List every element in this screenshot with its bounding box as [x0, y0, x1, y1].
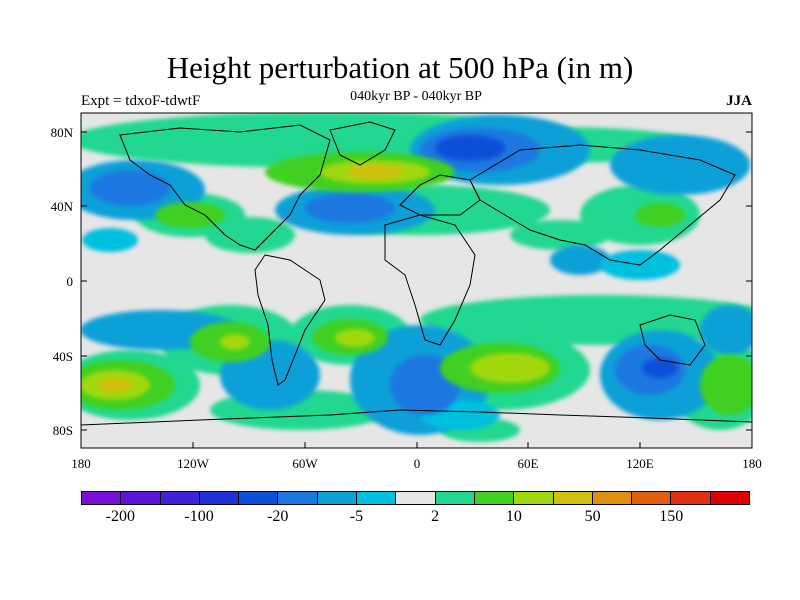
lat-label-40s: 40S: [53, 349, 73, 364]
colorbar-swatch: [357, 492, 397, 504]
colorbar-swatch: [160, 492, 200, 504]
lon-tick-marks: [80, 442, 753, 448]
colorbar-swatch: [317, 492, 358, 504]
lon-label-60e: 60E: [518, 456, 539, 471]
colorbar-swatch: [592, 492, 633, 504]
colorbar-label: -200: [105, 508, 136, 525]
colorbar-label: 2: [431, 508, 440, 525]
colorbar-swatch: [553, 492, 593, 504]
lat-tick-marks: [81, 131, 752, 431]
lat-label-80n: 80N: [51, 125, 74, 140]
colorbar-swatch: [514, 492, 554, 504]
colorbar-swatch: [121, 492, 161, 504]
lat-label-80s: 80S: [53, 423, 73, 438]
lon-label-60w: 60W: [292, 456, 318, 471]
colorbar-swatch: [632, 492, 672, 504]
lon-label-120e: 120E: [626, 456, 654, 471]
colorbar-swatch: [239, 492, 279, 504]
lon-label-180e: 180: [742, 456, 762, 471]
lon-label-180w: 180: [71, 456, 91, 471]
colorbar-label: 50: [584, 508, 601, 525]
map-title: Height perturbation at 500 hPa (in m): [166, 50, 634, 85]
colorbar-swatch: [278, 492, 318, 504]
colorbar: [81, 491, 750, 505]
colorbar-label: -5: [349, 508, 364, 525]
colorbar-swatch: [671, 492, 711, 504]
colorbar-label: -20: [267, 508, 289, 525]
season-label: JJA: [726, 93, 752, 109]
colorbar-label: 150: [659, 508, 684, 525]
colorbar-swatch: [435, 492, 475, 504]
colorbar-label: 10: [505, 508, 522, 525]
colorbar-swatch: [199, 492, 240, 504]
colorbar-swatch: [710, 492, 750, 504]
colorbar-label: -100: [184, 508, 214, 525]
colorbar-swatch: [474, 492, 515, 504]
contour-field: [81, 113, 752, 448]
experiment-label: Expt = tdxoF-tdwtF: [81, 93, 201, 109]
colorbar-swatch: [396, 492, 436, 504]
map-subtitle: 040kyr BP - 040kyr BP: [350, 89, 482, 104]
lon-label-0: 0: [414, 456, 421, 471]
coastlines: [81, 121, 752, 426]
lon-label-120w: 120W: [177, 456, 210, 471]
lat-label-40n: 40N: [51, 199, 74, 214]
lat-label-0: 0: [67, 274, 74, 289]
colorbar-swatch: [82, 492, 122, 504]
